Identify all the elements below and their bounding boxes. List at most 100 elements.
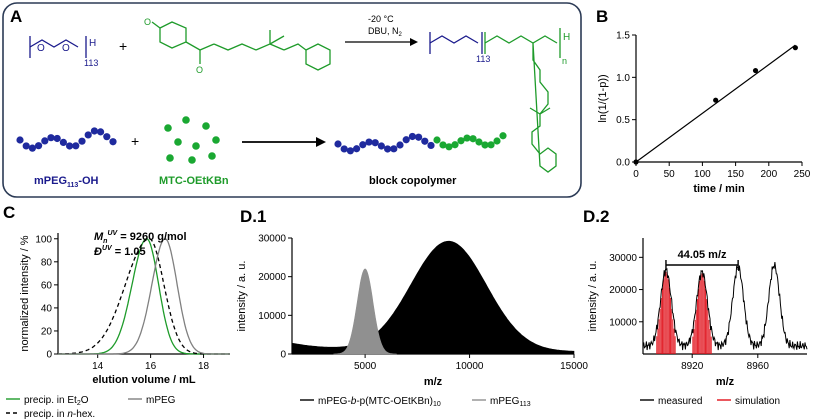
chart-c-y-tick-label: 0 bbox=[46, 350, 52, 361]
text-span: UV bbox=[107, 230, 118, 237]
chart-c-y-tick-label: 100 bbox=[35, 234, 52, 245]
panel-d2-label: D.2 bbox=[583, 207, 609, 226]
text-span: 113 bbox=[519, 401, 530, 408]
chart-b-point bbox=[713, 97, 719, 103]
chart-b-y-tick-label: 0.5 bbox=[616, 115, 630, 126]
chart-d2-x-tick-label: 8960 bbox=[747, 361, 770, 372]
copolymer-peg-bead bbox=[371, 139, 379, 147]
plus-sign-2: + bbox=[131, 133, 139, 149]
peg-bead bbox=[109, 138, 117, 146]
legend-label-block: mPEG-b-p(MTC-OEtKBn)10 bbox=[318, 396, 441, 408]
chart-c-y-tick-label: 80 bbox=[41, 257, 53, 268]
chart-b: 0 50 100 150 200 250 0.0 0.5 1.0 1.5 time / min ln(… bbox=[597, 31, 811, 196]
mtc-bead bbox=[174, 138, 182, 146]
text-span: 10 bbox=[433, 401, 441, 408]
product-peg-repeat: 113 bbox=[476, 54, 490, 64]
chart-d1-y-tick-label: 10000 bbox=[258, 311, 286, 322]
chart-c-x-tick-label: 14 bbox=[92, 361, 104, 372]
chart-b-y-label: ln(1/(1-p)) bbox=[597, 74, 609, 122]
panel-d1: D.1 5000 10000 15000 0 10000 20000 30000 m/z int… bbox=[236, 207, 588, 408]
text-span: mPEG bbox=[490, 396, 520, 407]
peg-end-h: H bbox=[89, 38, 96, 49]
product-end-h: H bbox=[563, 32, 570, 43]
panel-a-label: A bbox=[10, 7, 22, 26]
panel-d1-label: D.1 bbox=[240, 207, 266, 226]
product-structure bbox=[429, 28, 561, 173]
peg-bead bbox=[35, 142, 43, 150]
chart-b-x-tick-label: 200 bbox=[760, 169, 777, 180]
legend-label-mpeg113: mPEG113 bbox=[490, 396, 531, 408]
chart-b-y-tick-label: 0.0 bbox=[616, 158, 630, 169]
copolymer-peg-bead bbox=[421, 137, 429, 145]
chart-d2-annotation: 44.05 m/z bbox=[678, 249, 727, 261]
copolymer-peg-bead bbox=[390, 145, 398, 153]
chart-d2: 8920 8960 10000 20000 30000 m/z intensity / a.… bbox=[587, 238, 808, 407]
chart-b-y-tick-label: 1.5 bbox=[616, 31, 630, 42]
copolymer-mtc-bead bbox=[451, 141, 459, 149]
copolymer-peg-bead bbox=[377, 142, 385, 150]
chart-d1-legend: mPEG-b-p(MTC-OEtKBn)10 mPEG113 bbox=[300, 396, 531, 408]
chart-c-mn-annotation: MnUV = 9260 g/mol bbox=[94, 230, 187, 245]
copolymer-peg-bead bbox=[427, 141, 435, 150]
text-span: Đ bbox=[94, 246, 102, 258]
copolymer-mtc-bead bbox=[487, 141, 495, 149]
text-span: = 9260 g/mol bbox=[117, 231, 186, 243]
copolymer-peg-bead bbox=[334, 140, 342, 148]
text-span: M bbox=[94, 231, 104, 243]
chart-c-y-tick-label: 60 bbox=[41, 280, 53, 291]
process-arrow bbox=[242, 137, 326, 147]
text-span: precip. in bbox=[24, 409, 67, 420]
chart-d1-x-tick-label: 15000 bbox=[560, 361, 588, 372]
peg-bead bbox=[66, 142, 74, 150]
copolymer-mtc-bead bbox=[457, 137, 465, 145]
chart-b-x-tick-label: 50 bbox=[664, 169, 676, 180]
peg-oxygen-1: O bbox=[37, 43, 45, 54]
product-n: n bbox=[562, 56, 567, 66]
chart-d1: 5000 10000 15000 0 10000 20000 30000 m/z intensi… bbox=[236, 234, 588, 409]
chart-b-x-tick-label: 100 bbox=[694, 169, 711, 180]
label-mtc-oetkbn: MTC-OEtKBn bbox=[159, 175, 229, 187]
mtc-structure bbox=[151, 21, 331, 71]
text-span: -p(MTC-OEtKBn) bbox=[356, 396, 433, 407]
peg-bead bbox=[72, 142, 80, 150]
mtc-bead bbox=[182, 116, 190, 124]
chart-c-x-tick-label: 16 bbox=[145, 361, 157, 372]
peg-bead bbox=[47, 134, 55, 142]
text-span: UV bbox=[102, 245, 113, 252]
peg-bead bbox=[22, 142, 30, 150]
chart-d2-y-tick-label: 20000 bbox=[609, 285, 637, 296]
text-span: 2 bbox=[77, 400, 81, 407]
bead-cartoons bbox=[16, 116, 507, 164]
chart-c-dispersity-annotation: ĐUV = 1.05 bbox=[94, 245, 146, 258]
copolymer-peg-bead bbox=[365, 138, 373, 146]
legend-label-nhex: precip. in n-hex. bbox=[24, 409, 95, 420]
peg-bead bbox=[59, 138, 67, 146]
chart-c: 14 16 18 0 20 40 60 80 100 elution volume / mL nor… bbox=[6, 230, 230, 420]
chart-c-y-tick-label: 20 bbox=[41, 326, 53, 337]
copolymer-mtc-bead bbox=[469, 135, 477, 143]
chart-d2-y-tick-label: 30000 bbox=[609, 253, 637, 264]
legend-label-simulation: simulation bbox=[735, 396, 780, 407]
copolymer-mtc-bead bbox=[433, 136, 441, 144]
copolymer-peg-bead bbox=[408, 132, 416, 141]
peg-repeat: 113 bbox=[84, 58, 98, 68]
label-block-copolymer: block copolymer bbox=[369, 175, 457, 187]
mtc-o-label-2: O bbox=[196, 65, 203, 75]
text-span: mPEG bbox=[146, 395, 176, 406]
peg-bead bbox=[41, 137, 49, 145]
chart-d2-x-label: m/z bbox=[716, 376, 735, 388]
text-span: O bbox=[81, 395, 89, 406]
chart-c-y-tick-label: 40 bbox=[41, 303, 53, 314]
panel-d2: D.2 8920 8960 10000 20000 30000 m/z intensity … bbox=[583, 207, 808, 407]
mtc-o-label-1: O bbox=[144, 17, 151, 27]
chart-b-x-tick-label: 150 bbox=[727, 169, 744, 180]
peg-bead bbox=[53, 134, 61, 143]
chart-b-y-tick-label: 1.0 bbox=[616, 73, 630, 84]
mtc-bead bbox=[166, 154, 174, 162]
chart-b-x-tick-label: 0 bbox=[633, 169, 639, 180]
copolymer-peg-bead bbox=[396, 141, 404, 149]
chart-d2-y-tick-label: 10000 bbox=[609, 317, 637, 328]
chart-c-x-label: elution volume / mL bbox=[92, 374, 196, 386]
